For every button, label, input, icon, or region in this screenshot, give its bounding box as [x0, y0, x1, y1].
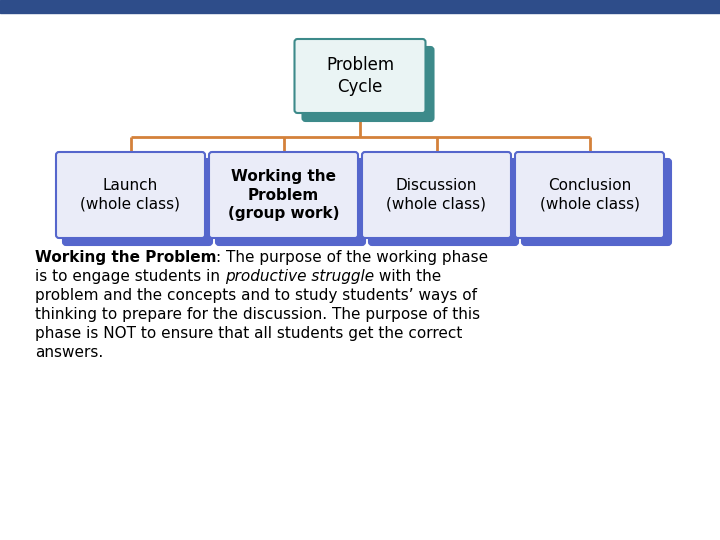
Text: Discussion
(whole class): Discussion (whole class)	[387, 178, 487, 212]
FancyBboxPatch shape	[216, 159, 365, 245]
FancyBboxPatch shape	[294, 39, 426, 113]
FancyBboxPatch shape	[515, 152, 664, 238]
FancyBboxPatch shape	[369, 159, 518, 245]
FancyBboxPatch shape	[302, 47, 433, 121]
Text: is to engage students in: is to engage students in	[35, 269, 225, 284]
Text: problem and the concepts and to study students’ ways of: problem and the concepts and to study st…	[35, 288, 477, 303]
Text: Launch
(whole class): Launch (whole class)	[81, 178, 181, 212]
Text: productive struggle: productive struggle	[225, 269, 374, 284]
FancyBboxPatch shape	[56, 152, 205, 238]
FancyBboxPatch shape	[522, 159, 671, 245]
Text: Working the
Problem
(group work): Working the Problem (group work)	[228, 169, 339, 221]
Text: : The purpose of the working phase: : The purpose of the working phase	[217, 250, 489, 265]
Text: Problem
Cycle: Problem Cycle	[326, 56, 394, 96]
Text: Conclusion
(whole class): Conclusion (whole class)	[539, 178, 639, 212]
Text: phase is NOT to ensure that all students get the correct: phase is NOT to ensure that all students…	[35, 326, 462, 341]
Text: Working the Problem: Working the Problem	[35, 250, 217, 265]
FancyBboxPatch shape	[209, 152, 358, 238]
Bar	[0, 0, 720, 13]
FancyBboxPatch shape	[63, 159, 212, 245]
Text: with the: with the	[374, 269, 441, 284]
Text: answers.: answers.	[35, 345, 103, 360]
FancyBboxPatch shape	[362, 152, 511, 238]
Text: thinking to prepare for the discussion. The purpose of this: thinking to prepare for the discussion. …	[35, 307, 480, 322]
